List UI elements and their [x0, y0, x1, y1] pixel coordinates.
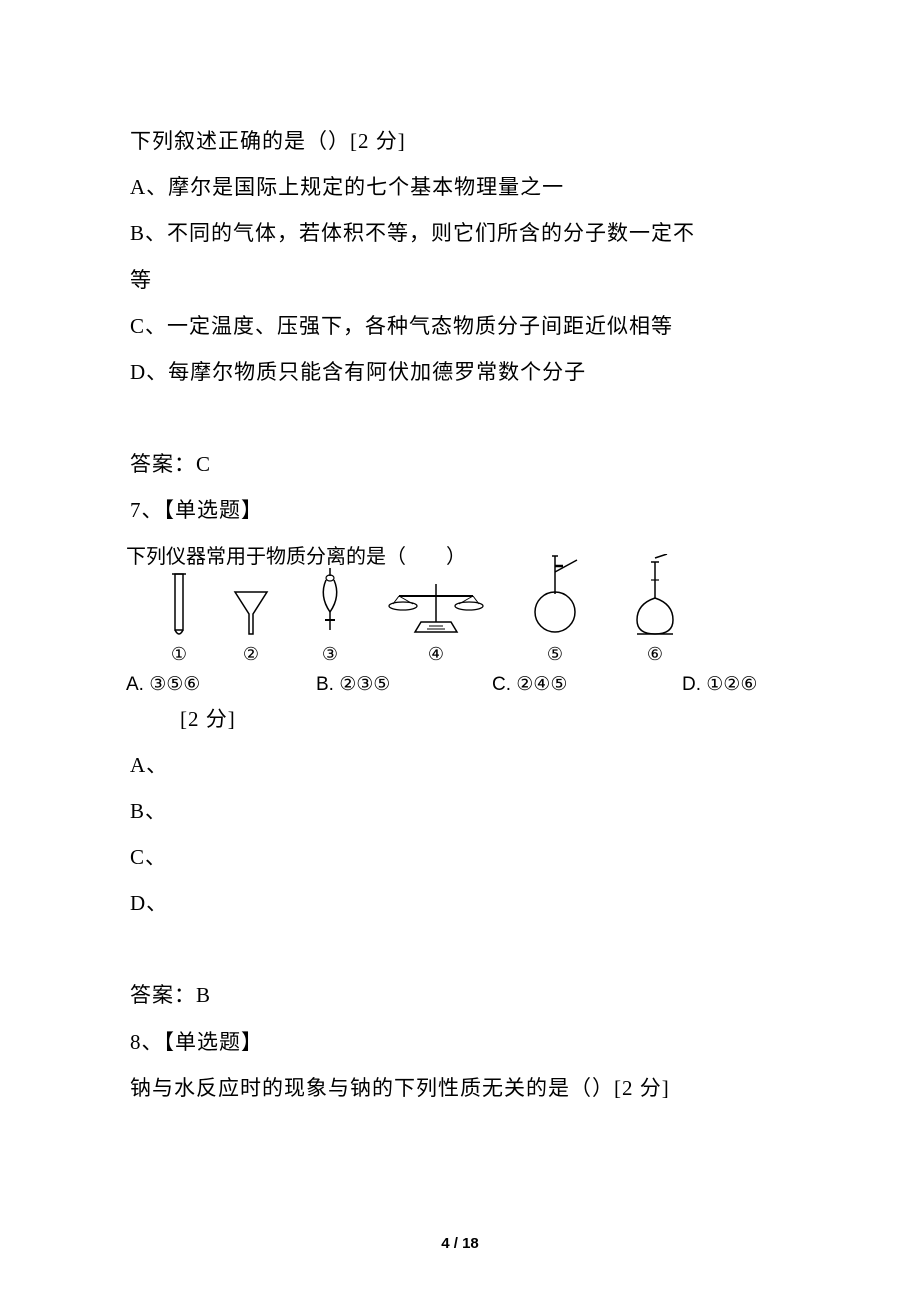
apparatus-3-num: ③ [322, 644, 338, 665]
page-content: 下列叙述正确的是（）[2 分] A、摩尔是国际上规定的七个基本物理量之一 B、不… [0, 0, 920, 1111]
q6-option-c: C、一定温度、压强下，各种气态物质分子间距近似相等 [130, 303, 790, 349]
apparatus-5: ⑤ [500, 554, 610, 665]
apparatus-5-num: ⑤ [547, 644, 563, 665]
q7-inline-c: C. ②④⑤ [492, 673, 682, 696]
funnel-icon [229, 586, 273, 640]
q8-stem: 钠与水反应时的现象与钠的下列性质无关的是（）[2 分] [130, 1065, 790, 1111]
q7-inline-a: A. ③⑤⑥ [126, 673, 316, 696]
distillation-flask-icon [525, 554, 585, 640]
page-footer: 4 / 18 [0, 1235, 920, 1252]
q7-option-a: A、 [130, 742, 790, 788]
q6-stem: 下列叙述正确的是（）[2 分] [130, 118, 790, 164]
apparatus-4: ④ [372, 578, 500, 665]
apparatus-6: ⑥ [610, 554, 700, 665]
q6-option-b-line1: B、不同的气体，若体积不等，则它们所含的分子数一定不 [130, 210, 790, 256]
q7-image-block: 下列仪器常用于物质分离的是（ ） ① ② [126, 540, 790, 696]
apparatus-3: ③ [288, 568, 372, 665]
separating-funnel-icon [313, 568, 347, 640]
apparatus-row: ① ② ③ [126, 575, 790, 665]
q7-option-d: D、 [130, 880, 790, 926]
q7-inline-answers: A. ③⑤⑥ B. ②③⑤ C. ②④⑤ D. ①②⑥ [126, 673, 790, 696]
q7-answer: 答案：B [130, 972, 790, 1018]
test-tube-icon [168, 572, 190, 640]
q7-inline-b: B. ②③⑤ [316, 673, 492, 696]
q6-option-a: A、摩尔是国际上规定的七个基本物理量之一 [130, 164, 790, 210]
apparatus-2: ② [214, 586, 288, 665]
q7-inline-d: D. ①②⑥ [682, 673, 757, 696]
q7-points: [2 分] [130, 696, 790, 742]
q6-option-d: D、每摩尔物质只能含有阿伏加德罗常数个分子 [130, 349, 790, 395]
q6-answer: 答案：C [130, 441, 790, 487]
q7-header: 7、【单选题】 [130, 487, 790, 533]
apparatus-1-num: ① [171, 644, 187, 665]
apparatus-6-num: ⑥ [647, 644, 663, 665]
q7-option-b: B、 [130, 788, 790, 834]
volumetric-flask-icon [631, 554, 679, 640]
apparatus-2-num: ② [243, 644, 259, 665]
q8-header: 8、【单选题】 [130, 1019, 790, 1065]
q6-option-b-line2: 等 [130, 257, 790, 303]
q7-option-c: C、 [130, 834, 790, 880]
balance-scale-icon [381, 578, 491, 640]
apparatus-1: ① [144, 572, 214, 665]
apparatus-4-num: ④ [428, 644, 444, 665]
